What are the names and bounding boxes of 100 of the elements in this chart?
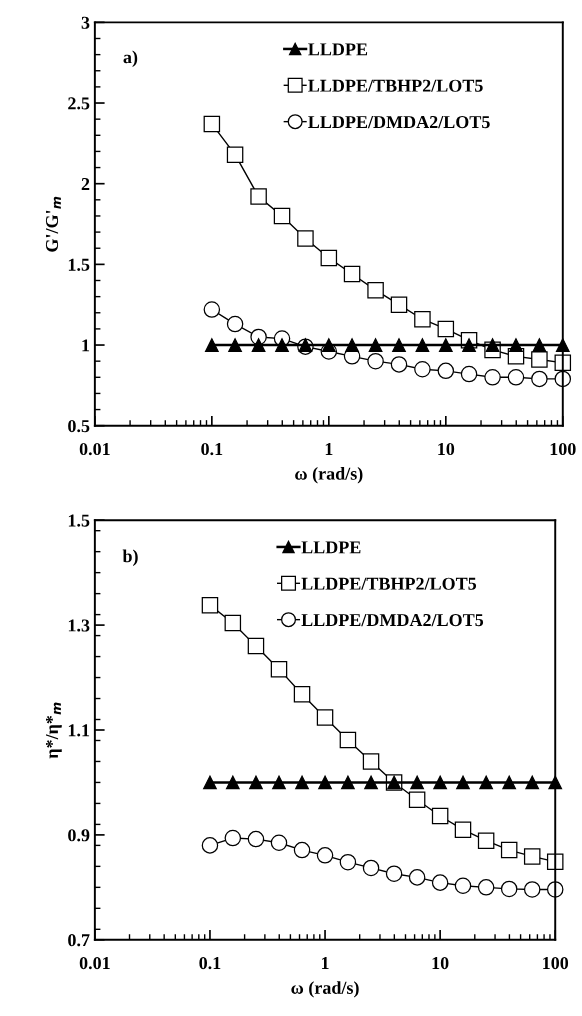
x-tick-label: 10 [438,442,455,456]
point [297,230,314,247]
point [203,301,221,318]
point [433,775,448,790]
point [523,881,541,898]
point [415,338,430,352]
annotation: b) [122,549,138,566]
legend-label: LLDPE [301,541,361,554]
point [247,830,265,848]
point [270,834,288,852]
point [460,365,478,383]
point [410,775,424,790]
x-axis-title: ω (rad/s) [295,467,363,484]
legend-label: LLDPE/DMDA2/LOT5 [301,614,484,627]
point [339,731,357,749]
point [295,775,309,790]
point [270,660,288,678]
point [437,362,455,380]
point [531,351,548,368]
point [392,338,406,352]
point [408,869,426,886]
point [431,874,449,891]
point [438,338,453,352]
point [320,249,338,267]
point [509,338,523,352]
point [226,315,244,333]
legend-label: LLDPE/TBHP2/LOT5 [301,577,477,590]
point [500,841,518,859]
point [224,614,242,632]
point [316,847,334,864]
y-tick-label: 1.3 [68,619,90,632]
point [523,848,541,865]
point [293,841,311,859]
point [485,338,500,352]
y-tick-label: 1.1 [68,724,90,737]
annotation: a) [123,50,138,67]
point [462,338,476,352]
y-tick-label: 2 [81,178,90,190]
point [484,369,501,386]
point [390,296,408,313]
x-tick-label: 0.01 [79,442,110,456]
y-tick-label: 3 [81,16,90,29]
y-tick-label: 0.5 [68,419,90,433]
x-tick-label: 0.1 [201,442,223,456]
point [477,832,495,849]
point [414,360,431,378]
point [201,837,219,854]
legend-label: LLDPE/DMDA2/LOT5 [308,116,490,129]
point [318,775,332,790]
point [367,352,384,370]
point [454,821,472,838]
point [226,146,244,163]
point [507,369,525,386]
point [414,310,431,328]
point [201,596,219,614]
x-tick-label: 10 [432,956,449,970]
x-tick-label: 100 [550,442,576,456]
point [251,338,266,352]
point [500,880,518,898]
y-tick-label: 0.7 [68,934,90,947]
point [385,865,403,882]
point [341,775,355,790]
y-axis-title: G'/G'$_{m}$ [45,196,61,252]
point [203,115,221,133]
point [437,320,455,338]
point [272,775,286,790]
point [321,338,336,352]
x-tick-label: 1 [321,957,329,969]
point [531,370,548,388]
point [273,207,291,225]
point [368,338,383,352]
x-tick-label: 100 [543,956,569,970]
y-tick-label: 1 [82,339,90,352]
point [456,775,470,790]
point [555,338,570,352]
y-tick-label: 1.5 [68,258,90,271]
point [247,637,265,655]
point [477,879,495,896]
point [362,753,380,770]
y-axis-title: η*/η*$_{m}$ [45,702,62,759]
legend-label: LLDPE/TBHP2/LOT5 [308,79,483,92]
point [548,775,563,790]
point [203,775,217,790]
point [345,338,359,352]
y-tick-label: 1.5 [68,514,90,527]
point [525,775,540,790]
point [367,281,384,299]
point [275,338,289,352]
point [454,877,472,895]
point [390,356,408,373]
point [316,709,334,726]
x-tick-label: 0.01 [79,956,110,970]
point [502,775,517,790]
point [293,686,311,703]
point [532,338,547,352]
y-tick-label: 2.5 [68,97,90,110]
y-tick-label: 0.9 [68,829,90,842]
point [364,775,378,790]
legend-label: LLDPE [308,43,368,56]
point [431,807,449,825]
